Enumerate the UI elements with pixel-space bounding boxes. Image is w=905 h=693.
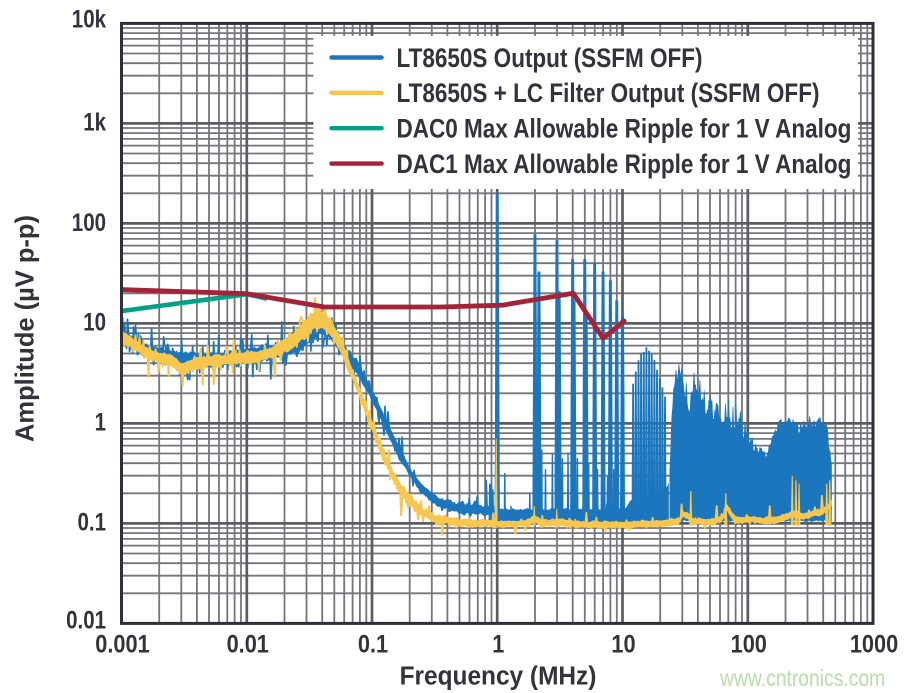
svg-text:0.01: 0.01 bbox=[227, 630, 269, 658]
svg-text:1: 1 bbox=[95, 408, 107, 436]
svg-text:0.1: 0.1 bbox=[358, 630, 388, 658]
svg-text:10: 10 bbox=[611, 630, 635, 658]
svg-text:0.01: 0.01 bbox=[66, 605, 106, 633]
svg-text:www.cntronics.com: www.cntronics.com bbox=[719, 667, 885, 692]
svg-text:Amplitude (µV p-p): Amplitude (µV p-p) bbox=[11, 215, 39, 442]
svg-text:Frequency (MHz): Frequency (MHz) bbox=[400, 662, 597, 691]
svg-text:1k: 1k bbox=[83, 108, 106, 136]
svg-text:100: 100 bbox=[72, 208, 106, 236]
svg-text:DAC0 Max Allowable Ripple for: DAC0 Max Allowable Ripple for 1 V Analog bbox=[397, 115, 852, 144]
svg-text:0.1: 0.1 bbox=[78, 508, 107, 536]
svg-text:DAC1 Max Allowable Ripple for: DAC1 Max Allowable Ripple for 1 V Analog bbox=[397, 150, 852, 179]
svg-text:LT8650S Output (SSFM OFF): LT8650S Output (SSFM OFF) bbox=[397, 44, 703, 73]
svg-text:100: 100 bbox=[731, 630, 767, 658]
svg-text:1: 1 bbox=[492, 630, 504, 658]
svg-text:LT8650S + LC Filter Output (SS: LT8650S + LC Filter Output (SSFM OFF) bbox=[397, 80, 820, 109]
svg-text:0.001: 0.001 bbox=[95, 630, 149, 658]
svg-text:1000: 1000 bbox=[850, 630, 898, 658]
svg-text:10k: 10k bbox=[72, 4, 106, 32]
svg-text:10: 10 bbox=[83, 308, 106, 336]
